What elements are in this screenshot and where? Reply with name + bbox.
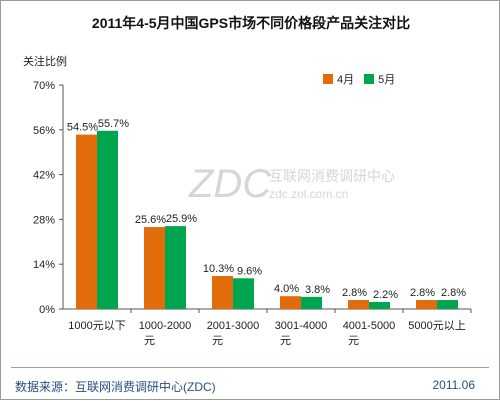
data-label: 55.7% bbox=[98, 118, 129, 130]
data-label: 2.8% bbox=[342, 287, 367, 299]
x-tick-label: 元 bbox=[348, 335, 359, 347]
bar-april bbox=[212, 276, 233, 309]
publish-date: 2011.06 bbox=[432, 378, 476, 392]
data-label: 25.6% bbox=[135, 214, 166, 226]
legend-item-may: 5月 bbox=[364, 71, 395, 87]
bar-may bbox=[165, 226, 186, 309]
data-source: 数据来源：互联网消费调研中心(ZDC) bbox=[15, 380, 216, 394]
legend-swatch-may bbox=[364, 74, 375, 84]
bar-april bbox=[280, 296, 301, 309]
legend: 4月 5月 bbox=[323, 71, 395, 87]
bar-may bbox=[301, 296, 322, 309]
y-axis-label: 关注比例 bbox=[23, 56, 67, 68]
data-label: 4.0% bbox=[274, 283, 299, 295]
y-tick-label: 28% bbox=[33, 214, 55, 226]
legend-swatch-april bbox=[323, 74, 333, 84]
x-tick-label: 4001-5000 bbox=[343, 320, 396, 332]
bar-april bbox=[76, 134, 97, 309]
data-label: 10.3% bbox=[203, 263, 234, 275]
data-label: 2.8% bbox=[410, 287, 435, 299]
legend-label-april: 4月 bbox=[337, 74, 355, 86]
y-tick-label: 42% bbox=[33, 170, 55, 182]
y-tick-label: 70% bbox=[33, 80, 55, 92]
data-label: 9.6% bbox=[237, 265, 262, 277]
legend-item-april: 4月 bbox=[323, 71, 354, 87]
bar-april bbox=[416, 300, 437, 309]
y-tick-label: 56% bbox=[33, 125, 55, 137]
x-tick-label: 元 bbox=[280, 335, 291, 347]
x-tick-label: 1000元以下 bbox=[68, 320, 125, 332]
data-label: 25.9% bbox=[166, 213, 197, 225]
x-tick-label: 2001-3000 bbox=[207, 320, 260, 332]
data-label: 2.2% bbox=[373, 289, 398, 301]
bar-april bbox=[144, 227, 165, 309]
bar-april bbox=[348, 300, 369, 309]
x-tick-label: 3001-4000 bbox=[275, 320, 328, 332]
bar-may bbox=[437, 300, 458, 309]
bar-may bbox=[97, 130, 118, 309]
y-tick-label: 14% bbox=[33, 259, 55, 271]
legend-label-may: 5月 bbox=[378, 74, 396, 86]
footer-divider bbox=[11, 367, 489, 368]
x-tick-label: 元 bbox=[212, 335, 223, 347]
x-tick-label: 元 bbox=[144, 335, 155, 347]
chart-title: 2011年4-5月中国GPS市场不同价格段产品关注对比 bbox=[91, 15, 411, 31]
bar-may bbox=[369, 301, 390, 309]
bar-may bbox=[233, 278, 254, 309]
data-label: 2.8% bbox=[441, 287, 466, 299]
x-tick-label: 1000-2000 bbox=[139, 320, 192, 332]
data-label: 3.8% bbox=[305, 284, 330, 296]
x-tick-label: 5000元以上 bbox=[408, 319, 465, 332]
data-label: 54.5% bbox=[67, 122, 98, 134]
y-tick-label: 0% bbox=[39, 304, 55, 316]
